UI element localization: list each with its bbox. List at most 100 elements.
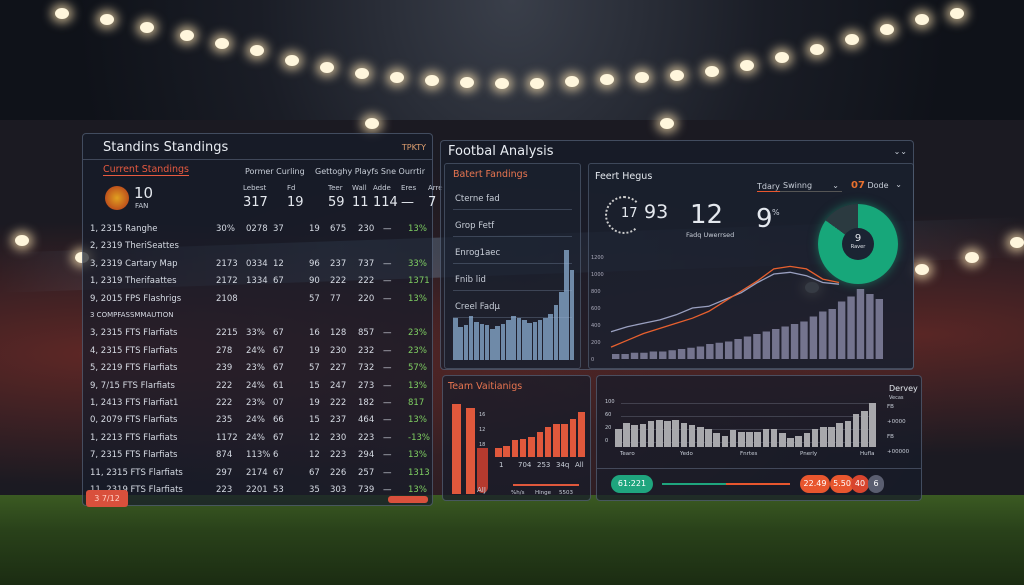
findings-bar: [511, 316, 516, 360]
cell: —: [383, 293, 392, 304]
table-row[interactable]: 11, 2315 FTS Flarfiats 297 2174 67 67 226 257 —…: [83, 464, 433, 483]
team-bar: [495, 448, 502, 457]
league-bar: [743, 336, 752, 359]
cell: 13%: [408, 485, 427, 495]
floodlight: [285, 55, 299, 66]
floodlight: [915, 264, 929, 275]
cell: 61: [273, 380, 284, 391]
table-row[interactable]: 7, 2315 FTS Flarfiats 874 113% 6 12 223 294 — 13…: [83, 446, 433, 465]
cell: 33%: [246, 328, 265, 339]
tab-current-standings[interactable]: Current Standings: [103, 164, 189, 176]
score-pill[interactable]: 6: [868, 475, 884, 493]
team-name: 1, 2213 FTS Flarfiats: [90, 432, 178, 443]
pitch: [0, 495, 1024, 585]
team-panel: Team Vaitianigs 16 12 18 1 704 253 34q All AIJ %h…: [442, 375, 591, 501]
page-button[interactable]: 3 7/12: [86, 490, 128, 507]
table-row[interactable]: 11, 2319 FTS Flarfiats 223 2201 53 35 303 739 —…: [83, 481, 433, 500]
findings-item[interactable]: Fnib lid: [455, 275, 486, 285]
y-tick: 400: [591, 323, 601, 329]
team-name: 11, 2319 FTS Flarfiats: [90, 485, 183, 495]
table-row[interactable]: 1, 2315 Ranghe 30% 0278 37 19 675 230 — 13%: [83, 220, 433, 239]
team-name: 3, 2319 Cartary Map: [90, 258, 178, 269]
trend-bar: [795, 435, 802, 447]
team-name: 4, 2315 FTS Flarfiats: [90, 345, 178, 356]
cell: 232: [358, 345, 375, 356]
league-bar: [668, 350, 676, 359]
league-bar: [612, 354, 620, 359]
team-bar: [553, 424, 560, 457]
y-tick: 16: [479, 412, 486, 418]
x-label: 704: [518, 461, 532, 469]
team-name: 3 COMPFASSMMAUTION: [90, 311, 174, 319]
findings-item[interactable]: Enrog1aec: [455, 248, 501, 258]
standings-title: Standins Standings: [103, 140, 229, 155]
cell: 15: [309, 415, 320, 426]
trend-bar: [746, 431, 753, 447]
cell: 67: [273, 276, 284, 287]
score-pill[interactable]: 22.49: [800, 475, 830, 493]
y-tick: 200: [591, 340, 601, 346]
table-row[interactable]: 9, 2015 FPS Flashrigs 2108 57 77 220 — 13%: [83, 290, 433, 309]
table-row[interactable]: 1, 2319 Therifaattes 2172 1334 67 90 222 222 — 1…: [83, 272, 433, 291]
floodlight: [355, 68, 369, 79]
donut-value: 9: [854, 233, 862, 244]
table-row[interactable]: 3, 2319 Cartary Map 2173 0334 12 96 237 737 — 33…: [83, 255, 433, 274]
score-pill-left[interactable]: 61:221: [611, 475, 653, 493]
cell: 857: [358, 328, 375, 339]
collapse-icon[interactable]: ⌄⌄: [893, 147, 907, 156]
findings-item[interactable]: Cterne fad: [455, 194, 500, 204]
league-bar: [621, 354, 629, 359]
team-bar: [561, 424, 568, 457]
table-row[interactable]: 1, 2213 FTS Flarfiats 1172 24% 67 12 230 223 — -…: [83, 429, 433, 448]
cell: 53: [273, 485, 284, 495]
team-tall-bar: [466, 407, 475, 494]
trend-bar: [828, 427, 835, 447]
summary-value: 114: [373, 195, 398, 210]
floodlight: [880, 24, 894, 35]
findings-bar: [463, 324, 469, 360]
period-label: Dode: [867, 181, 889, 190]
y-tick: 1200: [591, 255, 604, 261]
cell: 182: [358, 398, 375, 408]
filter-select[interactable]: Swinng ⌄: [780, 178, 842, 192]
y-tick: 12: [479, 427, 486, 433]
gridline: [621, 403, 871, 404]
findings-bar: [559, 291, 564, 360]
findings-bar: [495, 325, 500, 360]
floodlight: [55, 8, 69, 19]
table-row[interactable]: 2, 2319 TheriSeattes: [83, 237, 433, 256]
donut-label: Raver: [850, 244, 866, 250]
cell: 2201: [246, 485, 268, 495]
findings-bar: [490, 329, 495, 360]
x-label: 253: [537, 461, 551, 469]
table-row[interactable]: 5, 2219 FTS Flarfiats 239 23% 67 57 227 732 — 57…: [83, 359, 433, 378]
score-pill[interactable]: 5.50: [830, 475, 854, 493]
cell: 07: [273, 398, 284, 408]
scrollbar[interactable]: [388, 496, 428, 503]
table-row[interactable]: 3 COMPFASSMMAUTION: [83, 307, 433, 326]
table-row[interactable]: 1, 2413 FTS Flarfiat1 222 23% 07 19 222 182 — 81…: [83, 394, 433, 413]
cell: 1313: [408, 467, 430, 478]
score-pill[interactable]: 40: [851, 475, 869, 493]
tab-today[interactable]: Tdary: [757, 182, 780, 192]
findings-bar: [543, 318, 548, 360]
findings-item[interactable]: Grop Fetf: [455, 221, 495, 231]
team-name: 9, 7/15 FTS Flarfiats: [90, 380, 175, 391]
trend-bar: [615, 428, 622, 447]
table-row[interactable]: 9, 7/15 FTS Flarfiats 222 24% 61 15 247 273 — 13…: [83, 377, 433, 396]
standings-badge: TPKTY: [401, 143, 426, 152]
table-row[interactable]: 3, 2315 FTS Flarfiats 2215 33% 67 16 128 857 — 2…: [83, 324, 433, 343]
league-bar: [800, 321, 808, 359]
league-bar: [856, 289, 865, 359]
league-bar: [837, 301, 846, 359]
findings-item[interactable]: Creel Fadµ: [455, 302, 500, 312]
table-row[interactable]: 0, 2079 FTS Flarfiats 235 24% 66 15 237 464 — 13…: [83, 411, 433, 430]
period-select[interactable]: 07 Dode ⌄: [849, 178, 904, 192]
trend-bar: [672, 419, 679, 447]
team-logo-icon: [105, 186, 129, 210]
donut-center: 9 Raver: [842, 228, 874, 260]
findings-bar: [458, 327, 463, 360]
cell: 66: [273, 415, 284, 426]
table-row[interactable]: 4, 2315 FTS Flarfiats 278 24% 67 19 230 232 — 23…: [83, 342, 433, 361]
team-bar: [503, 446, 510, 457]
